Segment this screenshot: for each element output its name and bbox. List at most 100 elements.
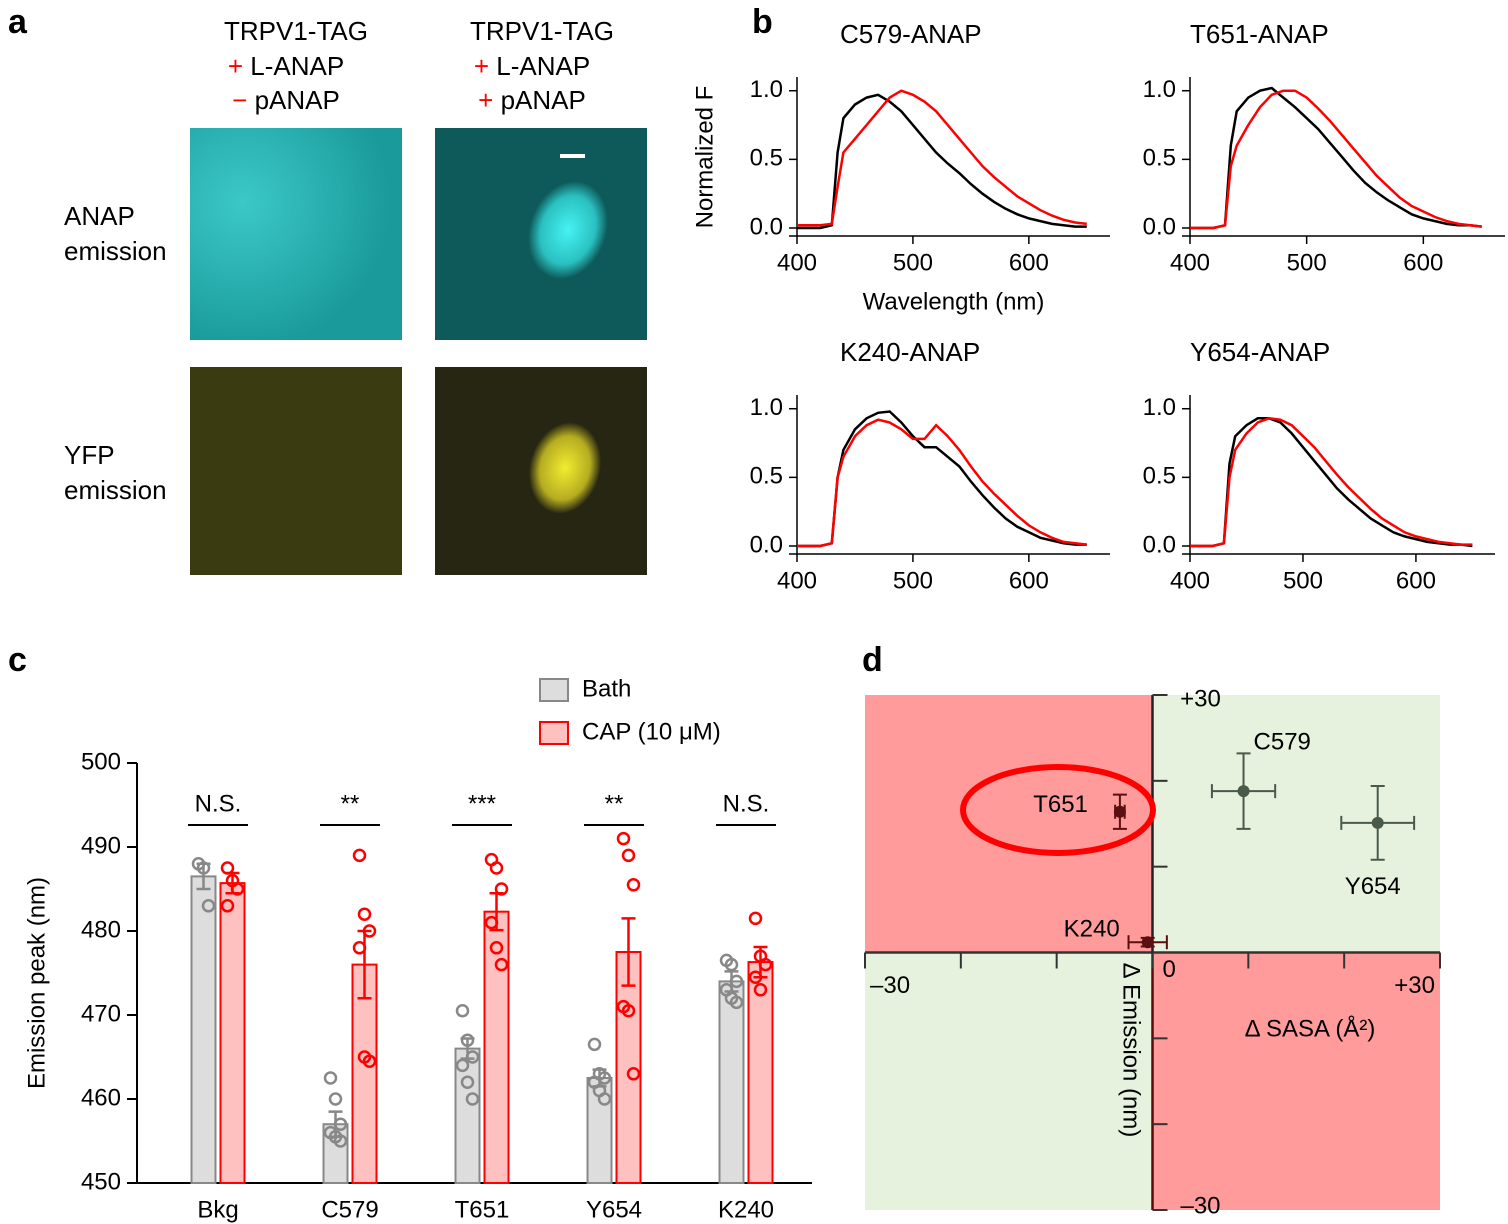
quadrant [865,695,1153,953]
panel-label: c [8,641,27,679]
spectrum-line [1190,89,1482,230]
data-point [230,882,245,896]
x-tick-label: 600 [1009,567,1049,594]
y-tick-label: 450 [81,1168,121,1195]
data-point [758,957,773,972]
spectrum-line [1190,86,1482,230]
condition-gap [243,51,250,81]
data-point [621,1004,636,1018]
point-label: Y654 [1345,873,1401,900]
legend-swatch [539,721,569,745]
legend-label: CAP (10 μM) [582,718,721,745]
x-tick-label: Bkg [197,1196,238,1223]
data-point [220,861,235,875]
y-tick-label: 0.0 [750,213,783,240]
condition-sign: − [232,85,247,115]
data-point [201,899,216,913]
condition-gap [247,85,254,115]
quadrant [1152,952,1440,1210]
data-point [489,941,504,955]
bar [718,980,745,1185]
y-tick-label: 0.5 [1143,463,1176,490]
condition-name: L-ANAP [250,51,344,81]
point-label: C579 [1254,728,1311,755]
data-point [460,1075,475,1089]
condition: + L-ANAP [228,51,344,81]
data-point [1141,936,1154,949]
data-point [357,907,372,921]
data-point [616,831,631,846]
x-tick-label: 600 [1403,249,1443,276]
x-tick-label: 500 [893,567,933,594]
condition-sign: + [474,51,489,81]
y-tick-label: 480 [81,916,121,943]
data-point [362,1054,377,1068]
y-axis-label: Emission peak (nm) [23,877,50,1089]
x-tick-label: K240 [718,1196,774,1223]
error-bar [621,917,636,987]
y-tick-label: 0.5 [750,463,783,490]
data-point [748,970,763,984]
point-label: K240 [1064,916,1120,943]
condition-name: pANAP [255,85,340,115]
data-point [333,1134,348,1148]
spectrum-line [797,410,1087,548]
data-point [352,941,367,955]
spectrum-line [1190,417,1473,548]
chart-title: T651-ANAP [1190,19,1329,49]
condition-sign: + [478,85,493,115]
data-point [729,995,744,1010]
spectrum-line [797,89,1087,227]
condition-sign: + [228,51,243,81]
y-tick-label: 0.0 [1143,213,1176,240]
significance: N.S. [723,790,770,817]
column-title: TRPV1-TAG [224,16,368,46]
chart-title: Y654-ANAP [1190,337,1330,367]
highlight-ellipse [960,764,1156,856]
x-axis-label: Wavelength (nm) [863,288,1045,315]
panel-label: d [862,641,883,679]
spectrum-line [797,418,1087,548]
data-point [587,1037,602,1052]
micrograph [190,367,402,575]
y-tick-label: 1.0 [1143,76,1176,103]
x-tick-label: 400 [777,567,817,594]
y-tick-label: 1.0 [750,394,783,421]
x-tick-label: 400 [777,249,817,276]
chart-title: C579-ANAP [840,19,982,49]
y-tick-label: 0.5 [1143,145,1176,172]
y-tick-label: 0.5 [750,145,783,172]
x-tick-label: 400 [1170,567,1210,594]
x-tick-label: 0 [1163,956,1176,983]
data-point [626,1067,641,1081]
spectrum-line [1190,417,1473,548]
condition-gap [493,85,500,115]
y-tick-label: 1.0 [750,76,783,103]
x-tick-label: 400 [1170,249,1210,276]
data-point [484,915,499,930]
x-tick-label: 500 [1283,567,1323,594]
condition: − pANAP [232,85,340,115]
y-tick-label: 500 [81,748,121,775]
data-point [748,911,763,926]
row-label: emission [64,236,167,266]
significance: N.S. [195,790,242,817]
y-tick-label: 0.0 [1143,531,1176,558]
condition: + L-ANAP [474,51,590,81]
chart-title: K240-ANAP [840,337,980,367]
x-tick-label: C579 [321,1196,378,1223]
data-point [362,924,377,938]
data-point [494,882,509,896]
column-title: TRPV1-TAG [470,16,614,46]
data-point [597,1092,612,1106]
data-point [455,1058,470,1073]
y-tick-label: +30 [1180,685,1221,712]
y-tick-label: –30 [1180,1192,1220,1219]
data-point [460,1033,475,1047]
condition-name: L-ANAP [496,51,590,81]
data-point [333,1117,348,1131]
y-tick-label: 490 [81,832,121,859]
data-point [626,878,641,892]
condition-name: pANAP [501,85,586,115]
